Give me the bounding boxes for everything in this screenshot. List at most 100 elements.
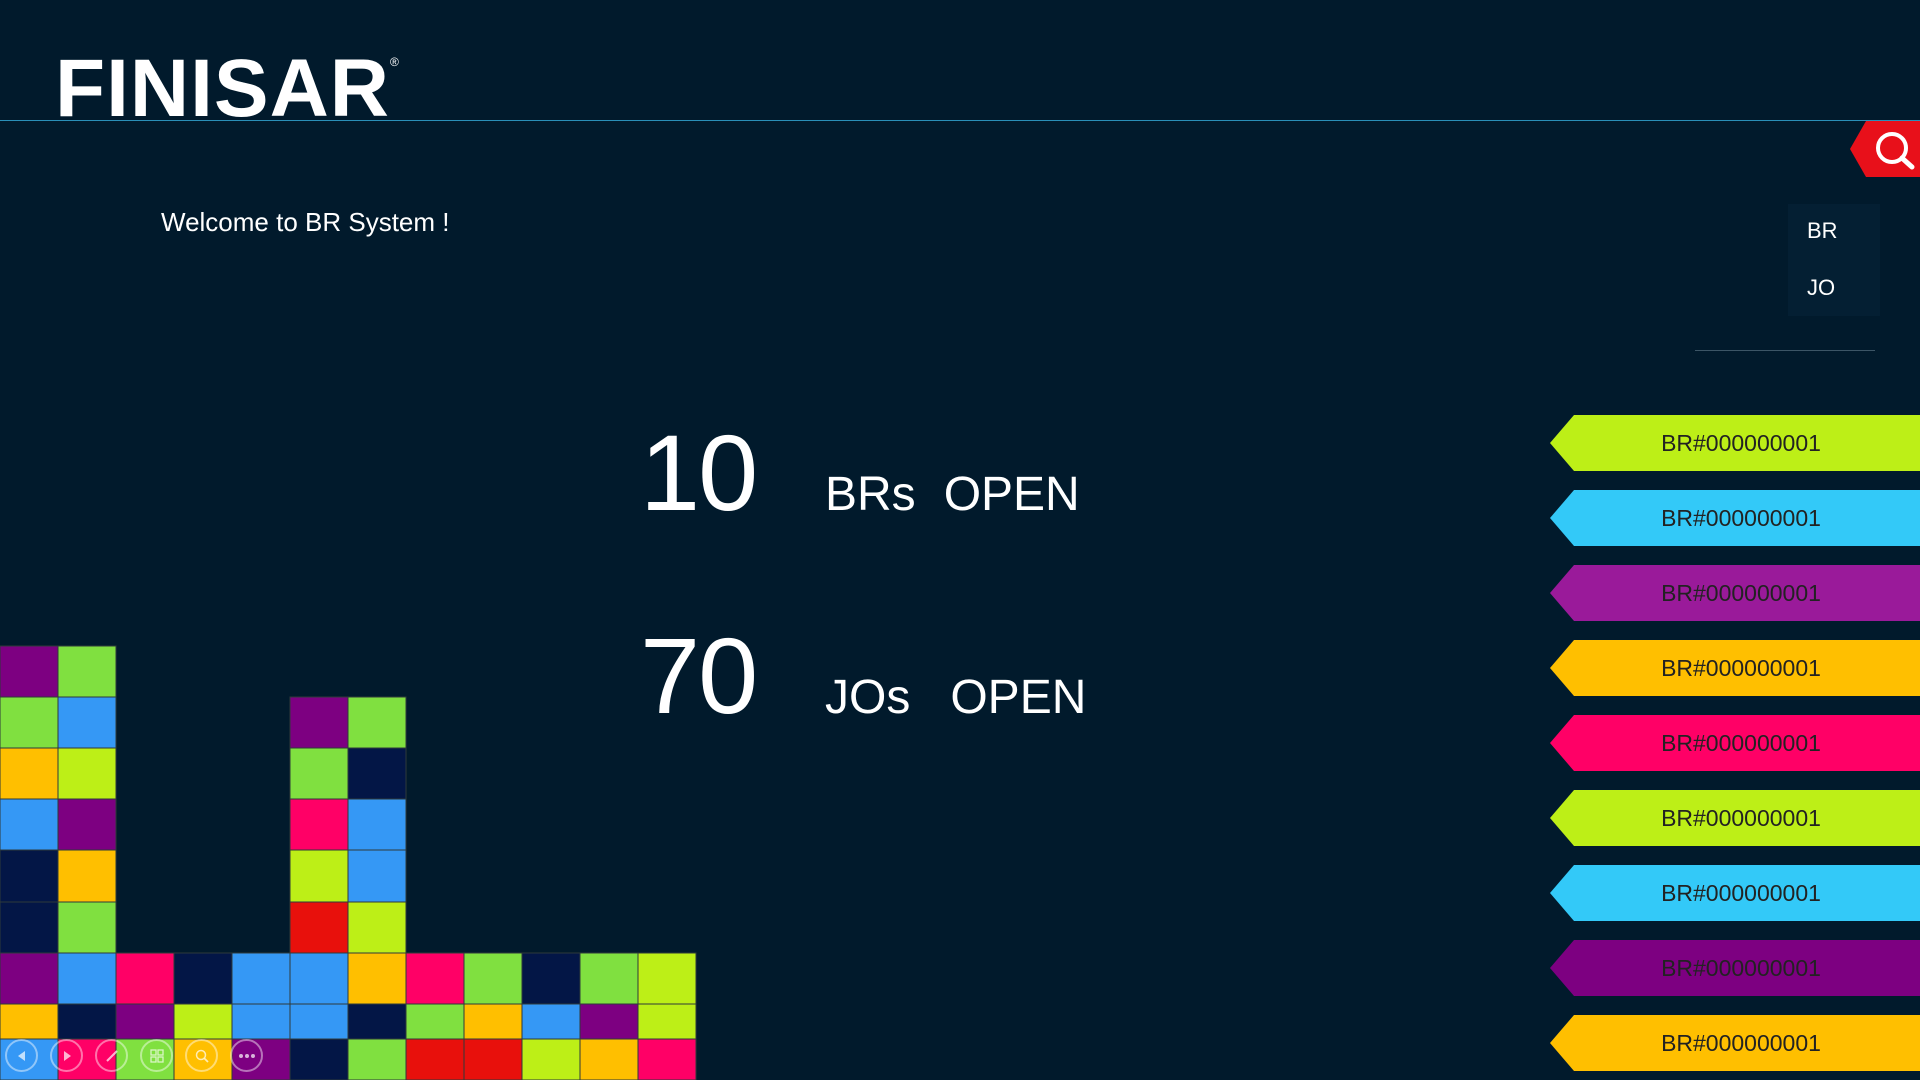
stat-label-a: JOs <box>825 671 911 724</box>
zoom-icon <box>195 1049 209 1063</box>
mosaic-tile <box>115 1003 175 1040</box>
mosaic-tile <box>0 849 59 903</box>
br-list-item-label: BR#000000001 <box>1661 805 1821 831</box>
br-arrow-shape <box>1550 490 1920 546</box>
menu-item-jo[interactable]: JO <box>1807 275 1836 300</box>
forward-icon <box>63 1050 71 1061</box>
mosaic-tile <box>347 901 407 954</box>
mosaic-tile <box>521 1003 581 1040</box>
back-icon <box>17 1050 25 1061</box>
welcome-message: Welcome to BR System ! <box>161 207 450 237</box>
mosaic-tile <box>0 747 59 800</box>
br-list-item-label: BR#000000001 <box>1661 655 1821 681</box>
mosaic-tile <box>347 1003 407 1040</box>
br-arrow-shape <box>1550 865 1920 921</box>
stat-label: BRs OPEN <box>825 467 1080 522</box>
slides-button[interactable] <box>140 1039 173 1072</box>
mosaic-tile <box>231 1003 291 1040</box>
mosaic-tile <box>57 747 117 800</box>
stat-value: 70 <box>640 615 758 736</box>
mosaic-tile <box>463 952 523 1005</box>
br-list-item[interactable]: BR#000000001 <box>1550 1015 1920 1071</box>
mosaic-tile <box>57 1003 117 1040</box>
pen-button[interactable] <box>95 1039 128 1072</box>
forward-button[interactable] <box>50 1039 83 1072</box>
mosaic-tile <box>405 1038 465 1080</box>
mosaic-tile <box>579 1038 639 1080</box>
br-list-item[interactable]: BR#000000001 <box>1550 790 1920 846</box>
mosaic-tile <box>463 1038 523 1080</box>
mosaic-tile <box>347 1038 407 1080</box>
br-list-item[interactable]: BR#000000001 <box>1550 940 1920 996</box>
stat-label-b: OPEN <box>950 671 1087 724</box>
br-list-item-label: BR#000000001 <box>1661 955 1821 981</box>
stat-label-b: OPEN <box>943 468 1080 521</box>
zoom-button[interactable] <box>185 1039 218 1072</box>
br-list-item[interactable]: BR#000000001 <box>1550 415 1920 471</box>
br-list-item-label: BR#000000001 <box>1661 430 1821 456</box>
mosaic-tile <box>289 849 349 903</box>
back-button[interactable] <box>5 1039 38 1072</box>
mosaic-tile <box>289 1003 349 1040</box>
search-button[interactable] <box>1850 121 1920 177</box>
finisar-logo: FINISAR® <box>55 48 400 130</box>
stat-label: JOs OPEN <box>825 670 1086 725</box>
mosaic-tile <box>57 696 117 749</box>
br-arrow-shape <box>1550 640 1920 696</box>
br-list-item[interactable]: BR#000000001 <box>1550 565 1920 621</box>
mosaic-tile <box>0 645 59 698</box>
search-icon <box>1850 121 1920 177</box>
pen-icon <box>105 1049 118 1062</box>
side-menu: BR JO <box>1788 204 1880 316</box>
mosaic-tile <box>57 849 117 903</box>
mosaic-tile <box>0 952 59 1005</box>
mosaic-tile <box>289 901 349 954</box>
mosaic-tile <box>57 952 117 1005</box>
mosaic-tile <box>173 1003 233 1040</box>
mosaic-tile <box>637 1003 697 1040</box>
mosaic-tile <box>115 952 175 1005</box>
logo-text: FINISAR <box>55 43 390 134</box>
br-list-item-label: BR#000000001 <box>1661 580 1821 606</box>
mosaic-tile <box>405 1003 465 1040</box>
menu-divider <box>1695 350 1875 351</box>
br-arrow-shape <box>1550 1015 1920 1071</box>
br-list-item[interactable]: BR#000000001 <box>1550 865 1920 921</box>
stat-label-a: BRs <box>825 468 916 521</box>
stat-jos-open: 70 JOs OPEN <box>640 613 1086 738</box>
br-list-item-label: BR#000000001 <box>1661 880 1821 906</box>
br-arrow-shape <box>1550 940 1920 996</box>
stat-brs-open: 10 BRs OPEN <box>640 410 1080 535</box>
mosaic-tile <box>463 1003 523 1040</box>
br-list-item-label: BR#000000001 <box>1661 1030 1821 1056</box>
mosaic-tile <box>289 696 349 749</box>
br-list-item[interactable]: BR#000000001 <box>1550 640 1920 696</box>
mosaic-tile <box>521 1038 581 1080</box>
br-arrow-shape <box>1550 565 1920 621</box>
mosaic-tile <box>231 952 291 1005</box>
mosaic-tile <box>289 747 349 800</box>
br-list-item[interactable]: BR#000000001 <box>1550 490 1920 546</box>
header-divider <box>0 120 1920 121</box>
mosaic-tile <box>347 849 407 903</box>
mosaic-tile <box>289 1038 349 1080</box>
mosaic-tile <box>347 747 407 800</box>
mosaic-tile <box>57 645 117 698</box>
mosaic-tile <box>579 952 639 1005</box>
stat-value: 10 <box>640 412 758 533</box>
slides-icon <box>149 1048 164 1063</box>
mosaic-tile <box>521 952 581 1005</box>
mosaic-tile <box>173 952 233 1005</box>
br-arrow-shape <box>1550 415 1920 471</box>
br-list-item-label: BR#000000001 <box>1661 505 1821 531</box>
mosaic-tile <box>579 1003 639 1040</box>
mosaic-tile <box>289 798 349 851</box>
menu-item-br[interactable]: BR <box>1807 218 1838 243</box>
more-button[interactable] <box>230 1039 263 1072</box>
mosaic-tile <box>347 952 407 1005</box>
br-list-item[interactable]: BR#000000001 <box>1550 715 1920 771</box>
mosaic-tile <box>0 696 59 749</box>
mosaic-tile <box>0 901 59 954</box>
mosaic-tile <box>289 952 349 1005</box>
mosaic-tile <box>57 798 117 851</box>
